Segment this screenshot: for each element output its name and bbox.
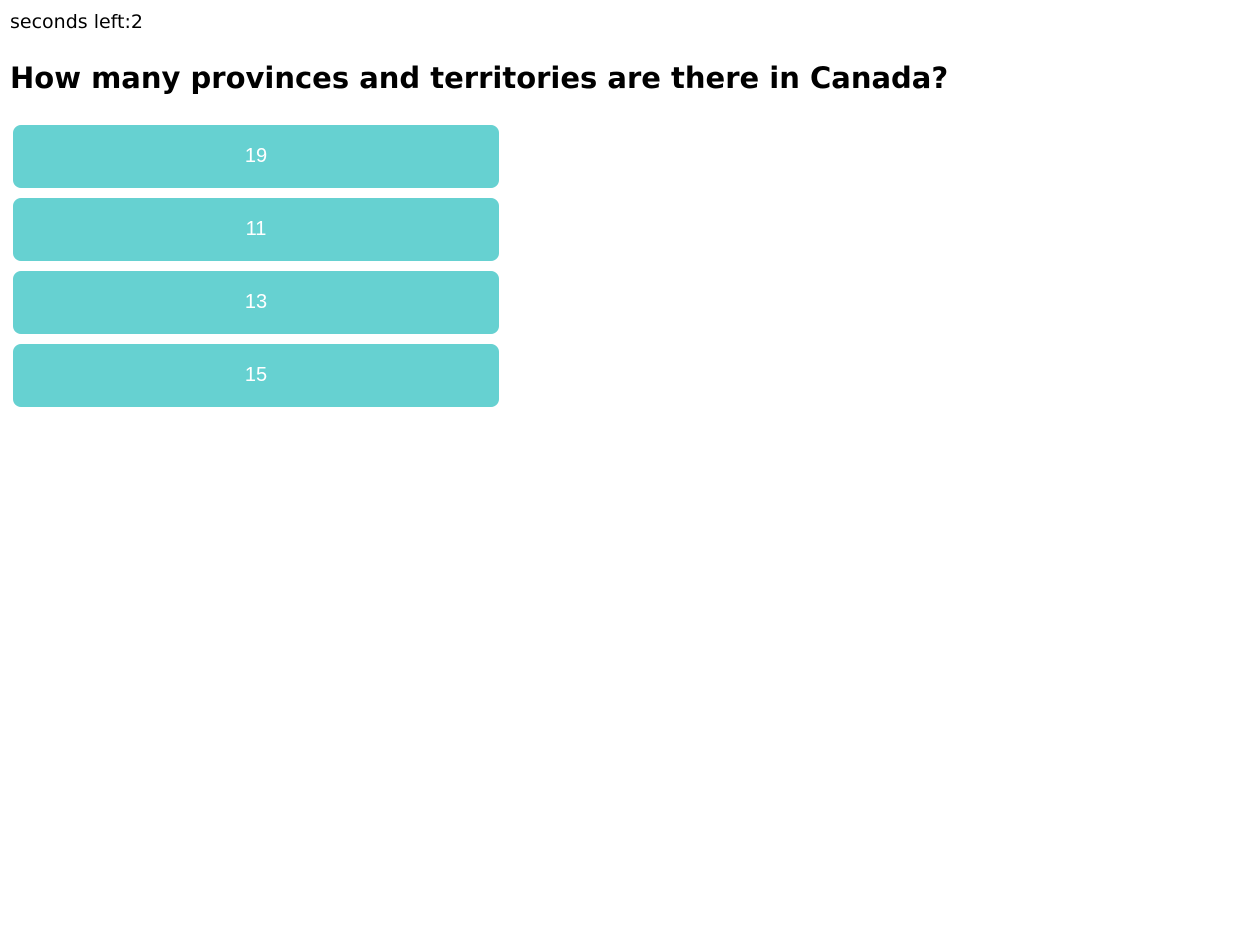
answer-button-3[interactable]: 13 (13, 271, 499, 334)
timer-value: 2 (130, 11, 143, 33)
question-text: How many provinces and territories are t… (10, 61, 949, 95)
answer-button-4[interactable]: 15 (13, 344, 499, 407)
timer-label: seconds left: (10, 11, 131, 33)
answer-list: 19 11 13 15 (13, 125, 499, 417)
answer-button-2[interactable]: 11 (13, 198, 499, 261)
countdown-timer: seconds left:2 (10, 10, 143, 34)
answer-button-1[interactable]: 19 (13, 125, 499, 188)
